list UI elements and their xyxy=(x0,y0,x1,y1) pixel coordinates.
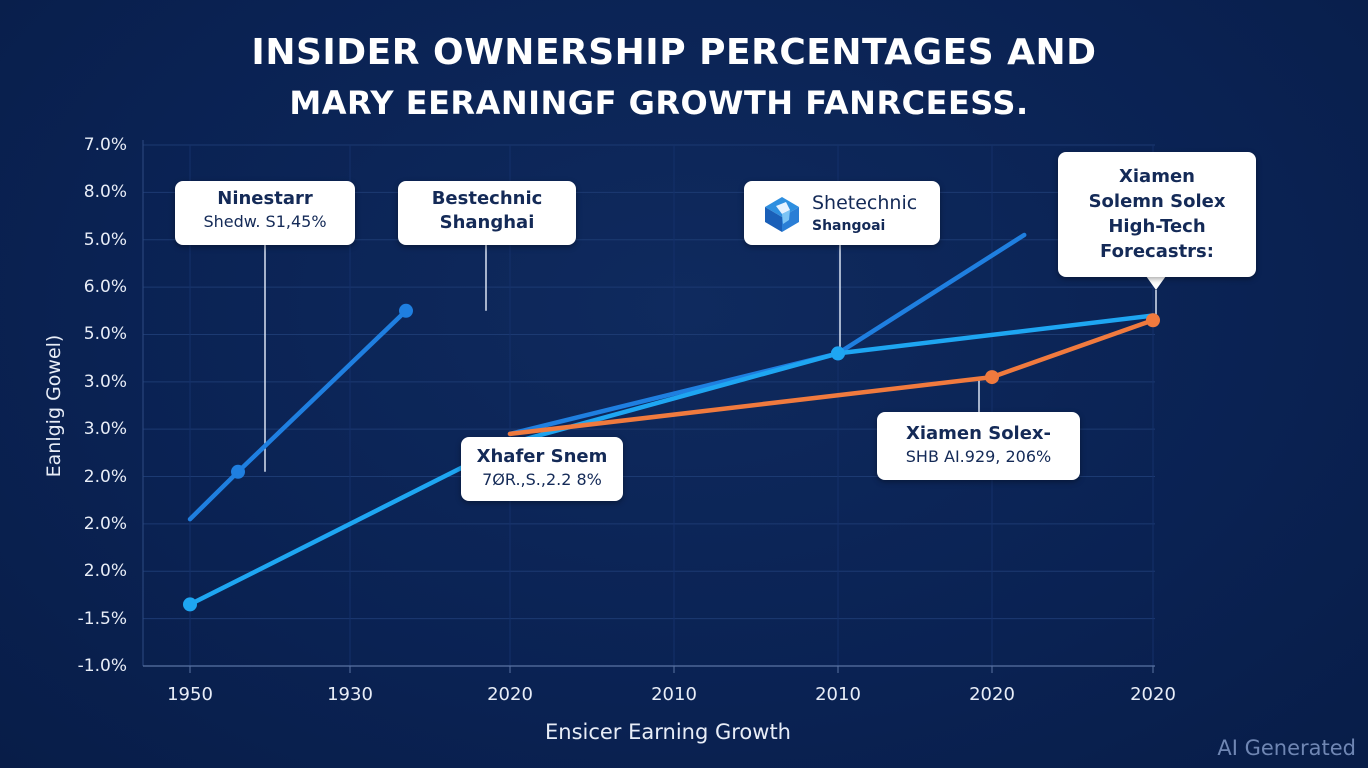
x-tick-label: 2010 xyxy=(815,684,861,705)
series-line xyxy=(187,308,409,522)
data-point-marker xyxy=(183,597,197,612)
x-tick-label: 2020 xyxy=(1130,684,1176,705)
x-tick-label: 2020 xyxy=(969,684,1015,705)
y-tick-label: 5.0% xyxy=(83,324,127,345)
callout-subtitle: SHB AI.929, 206% xyxy=(905,447,1052,466)
callout-line: Solemn Solex xyxy=(1088,191,1226,212)
callout-line: High-Tech xyxy=(1108,216,1206,237)
y-tick-label: -1.0% xyxy=(77,656,127,676)
series-markers xyxy=(183,303,1160,612)
callout-title: Xhafer Snem xyxy=(476,446,608,467)
callout-xhafer: Xhafer Snem 7ØR.,S.,2.2 8% xyxy=(461,437,623,501)
y-tick-label: 2.0% xyxy=(83,561,127,582)
y-tick-label: -1.5% xyxy=(77,608,127,629)
data-point-marker xyxy=(399,303,413,318)
y-tick-label: 2.0% xyxy=(83,513,127,534)
callout-subtitle: Shanghai xyxy=(439,212,535,233)
callout-title: Bestechnic xyxy=(431,188,543,209)
callout-line: Forecastrs: xyxy=(1100,241,1214,262)
callout-xiamen-forecast: Xiamen Solemn Solex High-Tech Forecastrs… xyxy=(1058,152,1256,277)
x-tick-label: 2010 xyxy=(651,684,697,705)
y-tick-label: 5.0% xyxy=(83,229,127,250)
x-axis-label: Ensicer Earning Growth xyxy=(544,720,792,744)
callout-line: Xiamen xyxy=(1119,166,1195,187)
callout-subtitle: Shangoai xyxy=(812,218,886,234)
y-axis-label: Eanlgig Gowel) xyxy=(43,334,65,478)
callout-xiamen-solex: Xiamen Solex- SHB AI.929, 206% xyxy=(877,412,1080,480)
axes xyxy=(142,140,1155,673)
x-tick-label: 1950 xyxy=(167,684,213,705)
y-tick-label: 3.0% xyxy=(83,419,127,440)
data-point-marker xyxy=(831,346,845,361)
callout-ninestarr: Ninestarr Shedw. S1,45% xyxy=(175,181,355,245)
data-point-marker xyxy=(1146,313,1160,328)
callout-title: Ninestarr xyxy=(217,188,313,209)
x-tick-label: 2020 xyxy=(487,684,533,705)
callout-title: Xiamen Solex- xyxy=(905,423,1052,444)
callout-shetechnic: Shetechnic Shangoai xyxy=(744,181,940,245)
series-line xyxy=(187,313,1156,607)
y-tick-label: 3.0% xyxy=(83,371,127,392)
ai-generated-watermark: AI Generated xyxy=(1217,736,1356,760)
x-tick-label: 1930 xyxy=(327,684,373,705)
chart-title-line-1: INSIDER OWNERSHIP PERCENTAGES AND xyxy=(251,32,1097,73)
y-tick-label: 8.0% xyxy=(83,182,127,203)
callout-title: Shetechnic xyxy=(812,192,918,214)
y-tick-label: 6.0% xyxy=(83,277,127,298)
y-tick-label: 2.0% xyxy=(83,466,127,487)
callout-subtitle: 7ØR.,S.,2.2 8% xyxy=(482,470,602,489)
callout-pointer xyxy=(1146,276,1166,290)
data-point-marker xyxy=(231,464,245,479)
chart-title-line-2: MARY EERANINGF GROWTH FANRCEESS. xyxy=(289,84,1029,122)
callout-subtitle: Shedw. S1,45% xyxy=(203,212,327,231)
data-point-marker xyxy=(985,370,999,385)
y-tick-label: 7.0% xyxy=(83,135,127,155)
callout-bestechnic: Bestechnic Shanghai xyxy=(398,181,576,245)
cube-logo-icon xyxy=(765,197,799,232)
